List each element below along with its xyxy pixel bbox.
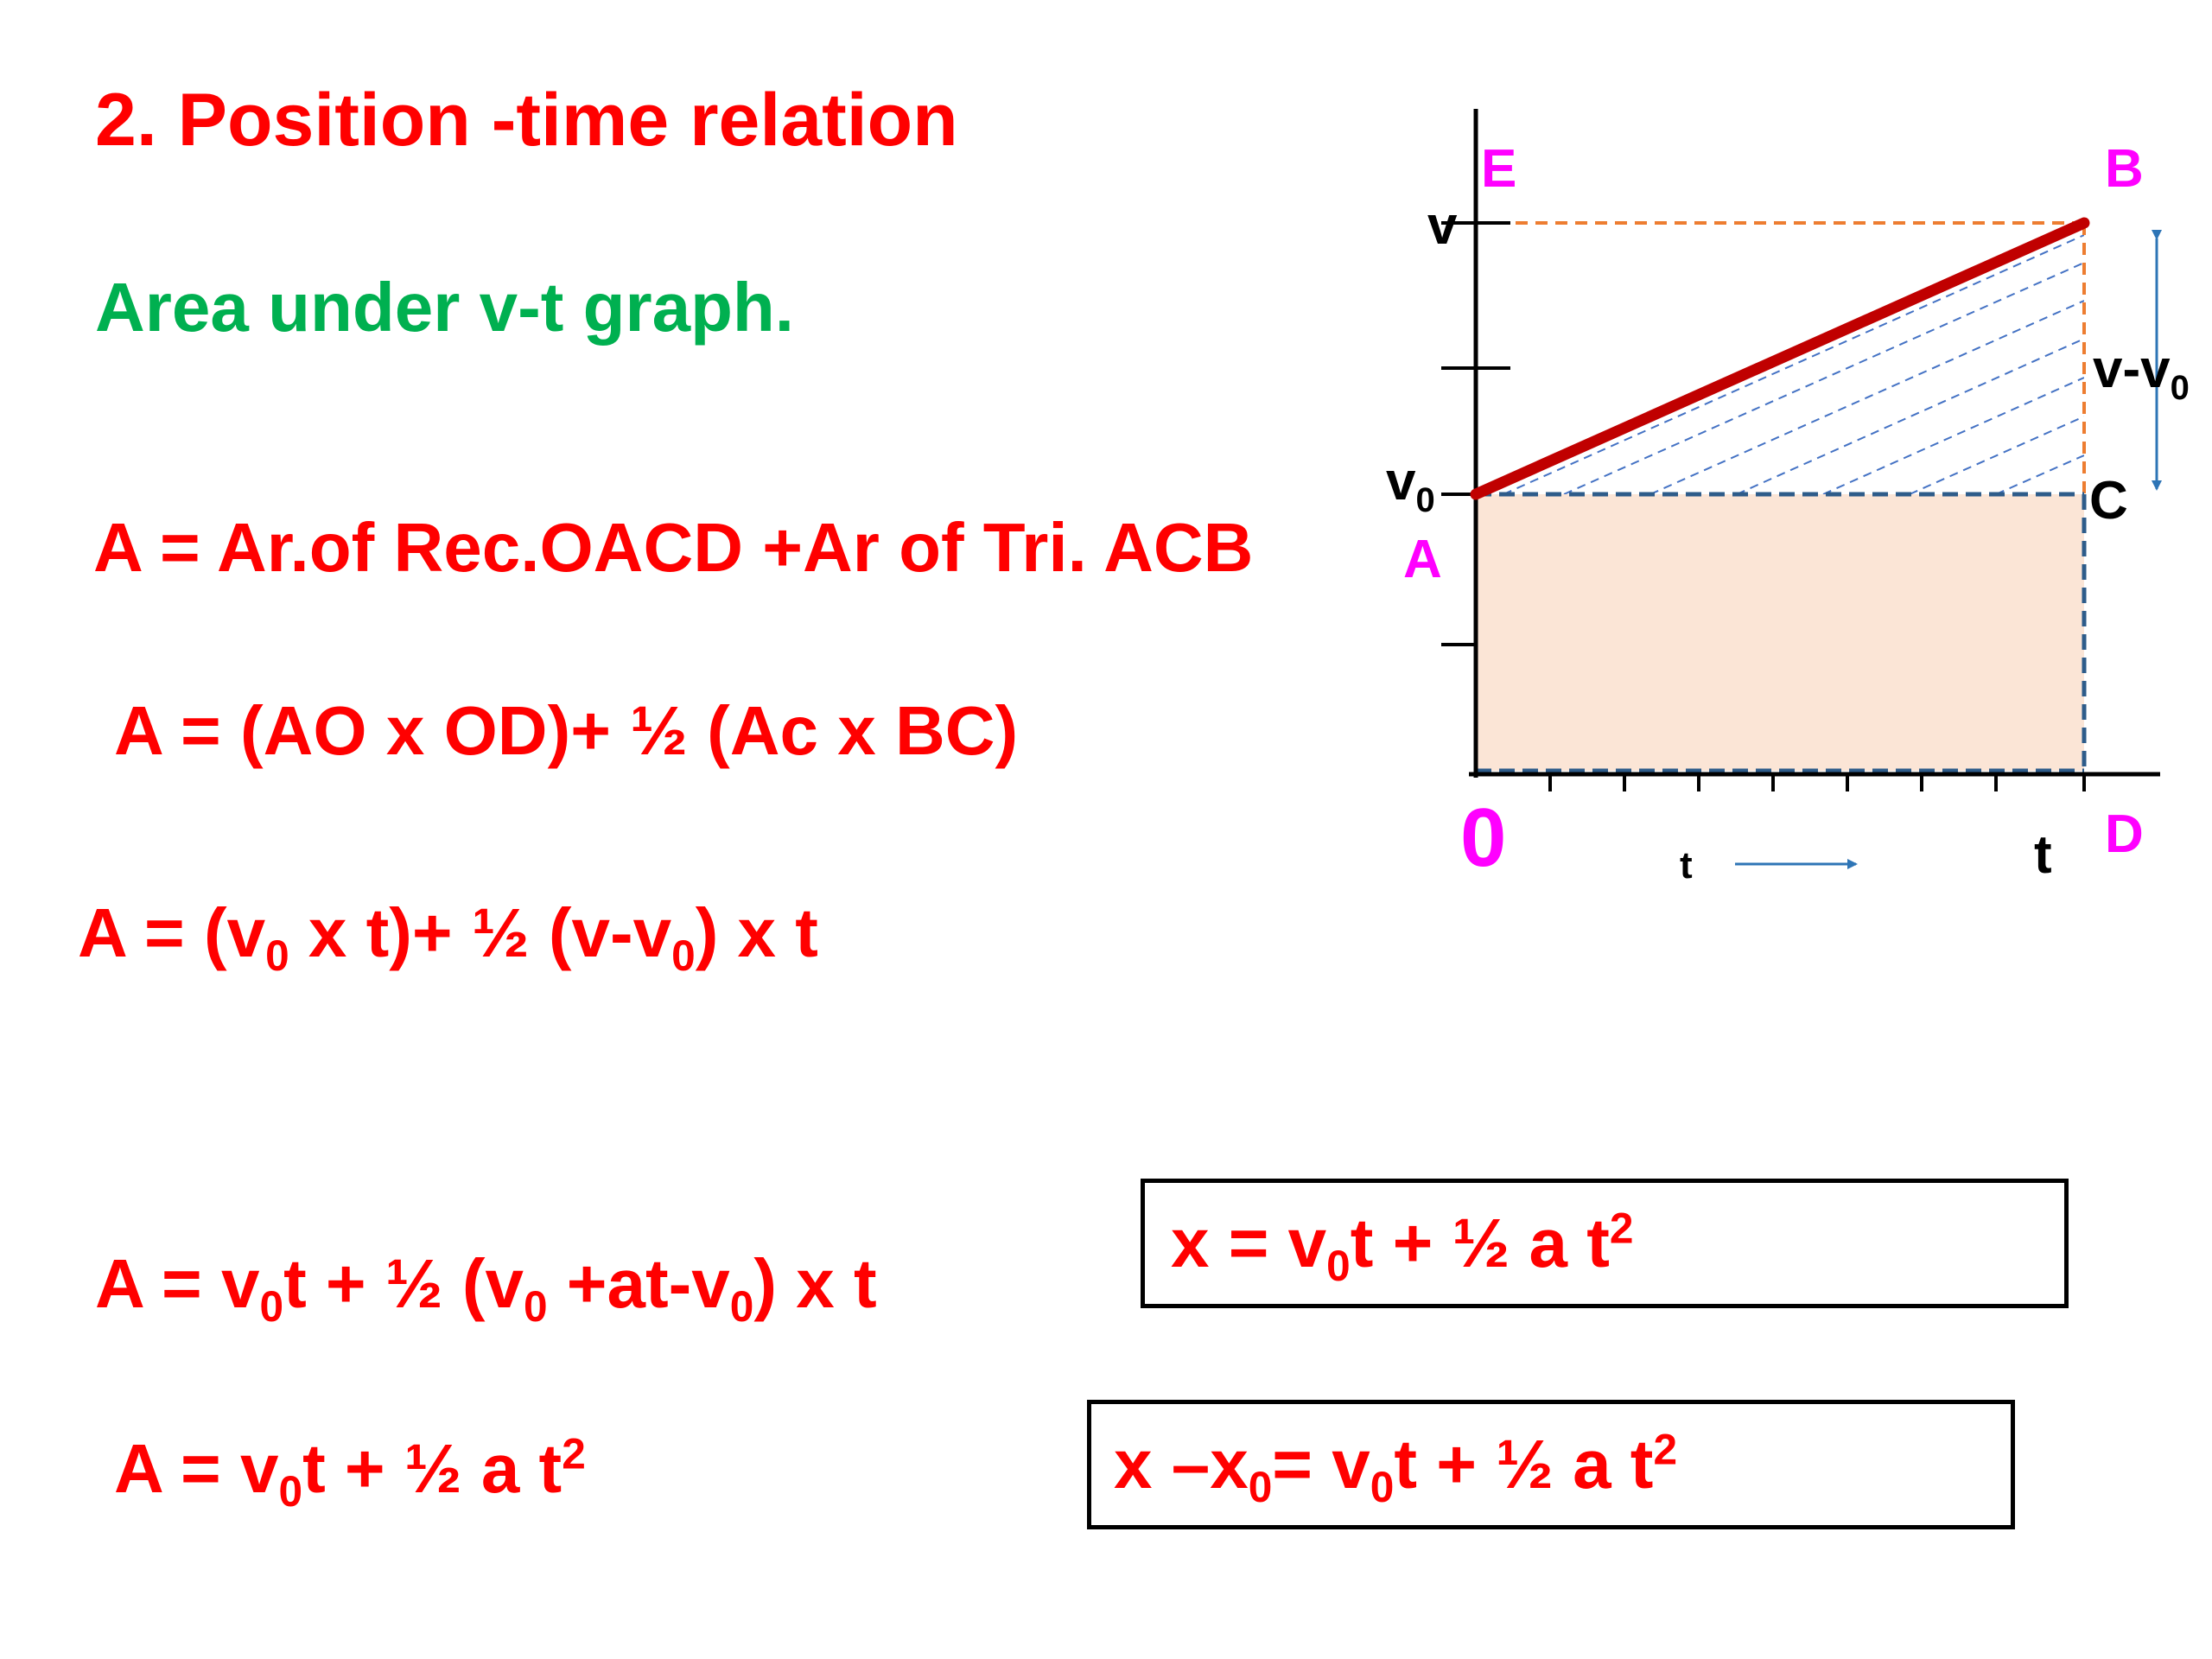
point-label-b: B [2105,139,2144,199]
axis-label-v0: v0 [1386,452,1435,519]
triangle-hatching [1503,234,2084,494]
result-box-position: x = v0t + ½ a t2 [1141,1179,2069,1308]
time-axis-label: t [1680,844,1693,887]
point-label-c: C [2089,471,2128,531]
equation-area-substituted: A = (v0 x t)+ ½ (v-v0) x t [78,894,818,980]
x-ticks [1548,774,2086,791]
rectangle-area-oacd [1476,494,2084,771]
equation-area-products: A = (AO x OD)+ ½ (Ac x BC) [114,692,1019,769]
equation-area-expanded: A = v0t + ½ (v0 +at-v0) x t [95,1245,877,1331]
result-position-equation: x = v0t + ½ a t2 [1171,1204,1634,1290]
difference-label: v-v0 [2093,340,2190,407]
slide-title: 2. Position -time relation [95,79,958,162]
result-box-displacement: x –x0= v0t + ½ a t2 [1087,1400,2015,1529]
result-displacement-equation: x –x0= v0t + ½ a t2 [1114,1425,1678,1511]
point-label-a: A [1403,530,1442,589]
origin-label: 0 [1460,791,1506,884]
velocity-line [1470,217,2090,500]
vt-graph: E B A C D 0 v v0 v-v0 t t [1386,109,2190,887]
point-label-d: D [2105,804,2144,864]
axis-label-v: v [1427,196,1458,256]
equation-area-simplified: A = v0t + ½ a t2 [114,1429,586,1516]
equation-area-sum: A = Ar.of Rec.OACD +Ar of Tri. ACB [93,509,1254,586]
slide-subtitle: Area under v-t graph. [95,269,795,346]
time-end-label: t [2034,825,2052,885]
point-label-e: E [1481,139,1516,199]
